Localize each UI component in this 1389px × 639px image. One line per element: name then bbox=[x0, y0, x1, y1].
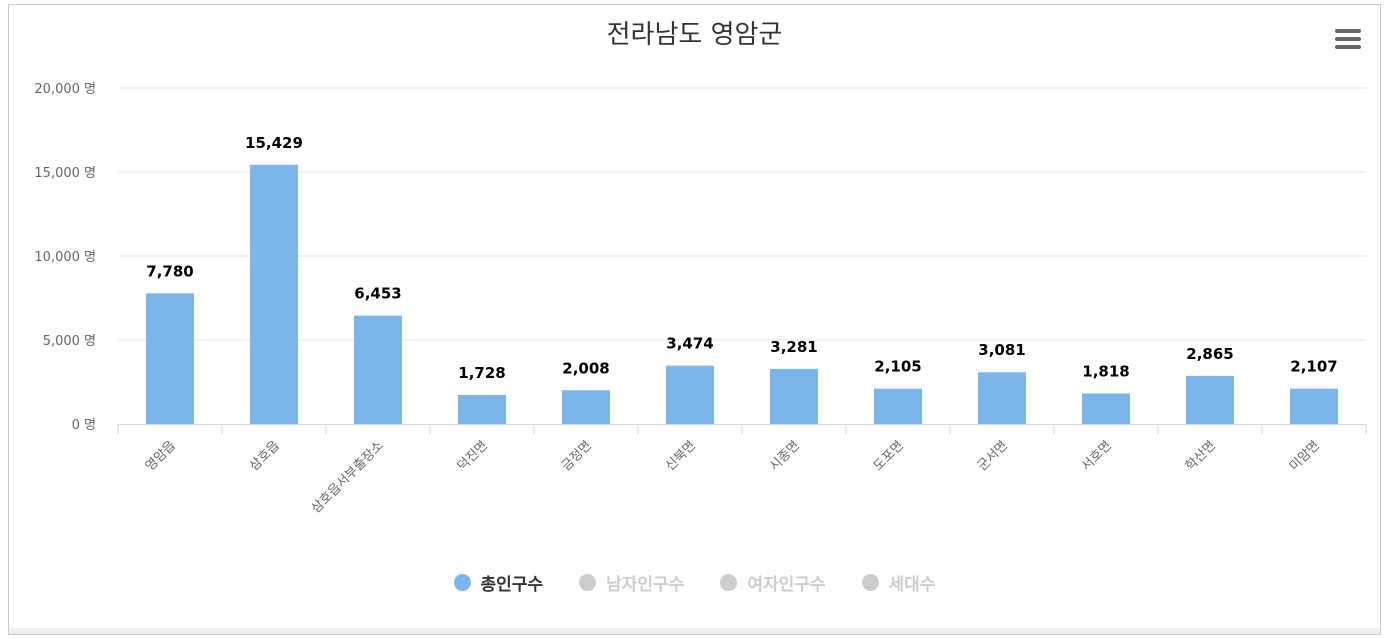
legend-marker-icon bbox=[453, 574, 471, 591]
y-tick-label: 5,000 명 bbox=[43, 334, 96, 349]
data-label: 15,429 bbox=[245, 134, 303, 152]
legend-marker-icon bbox=[861, 574, 879, 591]
legend-item[interactable]: 여자인구수 bbox=[720, 570, 826, 595]
chart-title: 전라남도 영암군 bbox=[606, 20, 783, 50]
chart-legend: 총인구수 남자인구수 여자인구수 세대수 bbox=[0, 570, 1389, 595]
data-label: 6,453 bbox=[354, 285, 401, 303]
x-tick-label: 신북면 bbox=[663, 438, 699, 474]
data-label: 1,728 bbox=[458, 364, 505, 382]
bar[interactable] bbox=[250, 164, 298, 425]
chart-container bbox=[8, 4, 1381, 635]
x-tick-label: 삼호읍서부출장소 bbox=[309, 438, 387, 516]
data-label: 2,008 bbox=[562, 359, 609, 377]
legend-label: 세대수 bbox=[888, 575, 936, 595]
data-label: 2,865 bbox=[1186, 345, 1233, 363]
bar[interactable] bbox=[874, 388, 922, 424]
y-tick-label: 20,000 명 bbox=[34, 82, 96, 97]
hamburger-menu-icon[interactable] bbox=[1335, 29, 1361, 51]
legend-label: 총인구수 bbox=[480, 575, 544, 595]
data-label: 1,818 bbox=[1082, 362, 1129, 380]
legend-item[interactable]: 총인구수 bbox=[453, 570, 544, 595]
bar[interactable] bbox=[146, 293, 194, 424]
data-label: 2,107 bbox=[1290, 358, 1337, 376]
x-tick-label: 시종면 bbox=[767, 438, 803, 474]
x-tick-label: 삼호읍 bbox=[247, 438, 283, 474]
legend-item[interactable]: 남자인구수 bbox=[579, 570, 684, 595]
x-tick-label: 금정면 bbox=[559, 438, 595, 474]
bottom-strip bbox=[9, 628, 1380, 634]
bar[interactable] bbox=[978, 372, 1026, 424]
data-label: 7,780 bbox=[146, 262, 193, 280]
x-tick-label: 덕진면 bbox=[455, 438, 491, 474]
bar[interactable] bbox=[1290, 388, 1338, 424]
bar[interactable] bbox=[1186, 375, 1234, 424]
data-label: 3,081 bbox=[978, 341, 1025, 359]
data-label: 3,474 bbox=[666, 335, 713, 353]
bar[interactable] bbox=[458, 394, 506, 424]
bar[interactable] bbox=[770, 368, 818, 424]
data-label: 3,281 bbox=[770, 338, 817, 356]
x-tick-label: 서호면 bbox=[1079, 438, 1115, 474]
legend-marker-icon bbox=[579, 574, 597, 591]
bar[interactable] bbox=[562, 390, 610, 424]
y-tick-label: 15,000 명 bbox=[34, 166, 96, 181]
y-tick-label: 0 명 bbox=[72, 418, 96, 433]
y-tick-label: 10,000 명 bbox=[34, 250, 96, 265]
legend-label: 여자인구수 bbox=[747, 575, 826, 595]
x-tick-label: 도포면 bbox=[871, 438, 907, 474]
legend-item[interactable]: 세대수 bbox=[861, 570, 936, 595]
bar[interactable] bbox=[354, 315, 402, 424]
x-tick-label: 학산면 bbox=[1183, 438, 1219, 474]
bar[interactable] bbox=[666, 365, 714, 424]
x-tick-label: 미암면 bbox=[1287, 438, 1323, 474]
x-tick-label: 군서면 bbox=[975, 438, 1011, 474]
legend-label: 남자인구수 bbox=[606, 575, 685, 595]
bar[interactable] bbox=[1082, 393, 1130, 424]
x-tick-label: 영암읍 bbox=[143, 438, 179, 474]
legend-marker-icon bbox=[720, 574, 738, 591]
data-label: 2,105 bbox=[874, 358, 921, 376]
